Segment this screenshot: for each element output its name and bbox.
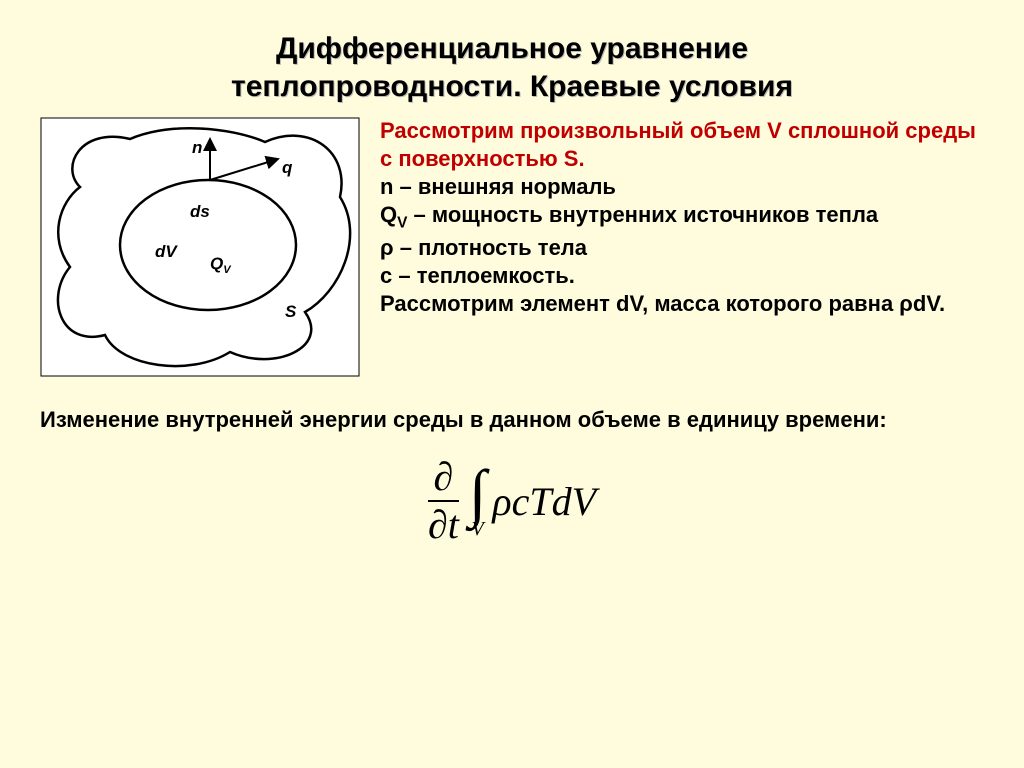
eq-partial-t: ∂t [428, 504, 459, 546]
energy-equation: ∂ ∂t ∫ V ρcTdV [428, 453, 596, 546]
def-qv: QV – мощность внутренних источников тепл… [380, 202, 878, 227]
definitions-text: Рассмотрим произвольный объем V сплошной… [380, 117, 984, 318]
label-q: q [282, 158, 293, 177]
eq-fraction: ∂ ∂t [428, 456, 459, 546]
def-qv-symbol: Q [380, 202, 397, 227]
label-n: n [192, 138, 202, 157]
eq-integral: ∫ V [469, 464, 487, 538]
label-ds: ds [190, 202, 210, 221]
def-dv-mass: Рассмотрим элемент dV, масса которого ра… [380, 291, 945, 316]
label-s: S [285, 302, 297, 321]
title-line-1: Дифференциальное уравнение [276, 32, 748, 65]
eq-integrand: ρcTdV [492, 478, 596, 525]
eq-partial: ∂ [434, 456, 454, 498]
label-dv: dV [155, 242, 178, 261]
volume-diagram: n q ds dV QV S [40, 117, 360, 377]
equation-container: ∂ ∂t ∫ V ρcTdV [40, 453, 984, 546]
eq-integral-symbol: ∫ [469, 464, 487, 522]
intro-sentence: Рассмотрим произвольный объем V сплошной… [380, 118, 976, 171]
def-n: n – внешняя нормаль [380, 174, 616, 199]
energy-change-paragraph: Изменение внутренней энергии среды в дан… [40, 407, 984, 433]
title-line-2: теплопроводности. Краевые условия [231, 70, 793, 103]
def-qv-subscript: V [397, 215, 407, 232]
content-row: n q ds dV QV S Рассмотрим произвольный о… [40, 117, 984, 377]
def-rho: ρ – плотность тела [380, 235, 587, 260]
diagram-box: n q ds dV QV S [40, 117, 360, 377]
eq-integral-lower: V [472, 520, 484, 538]
def-qv-text: – мощность внутренних источников тепла [407, 202, 878, 227]
slide-title: Дифференциальное уравнение теплопроводно… [40, 30, 984, 105]
def-c: c – теплоемкость. [380, 263, 575, 288]
